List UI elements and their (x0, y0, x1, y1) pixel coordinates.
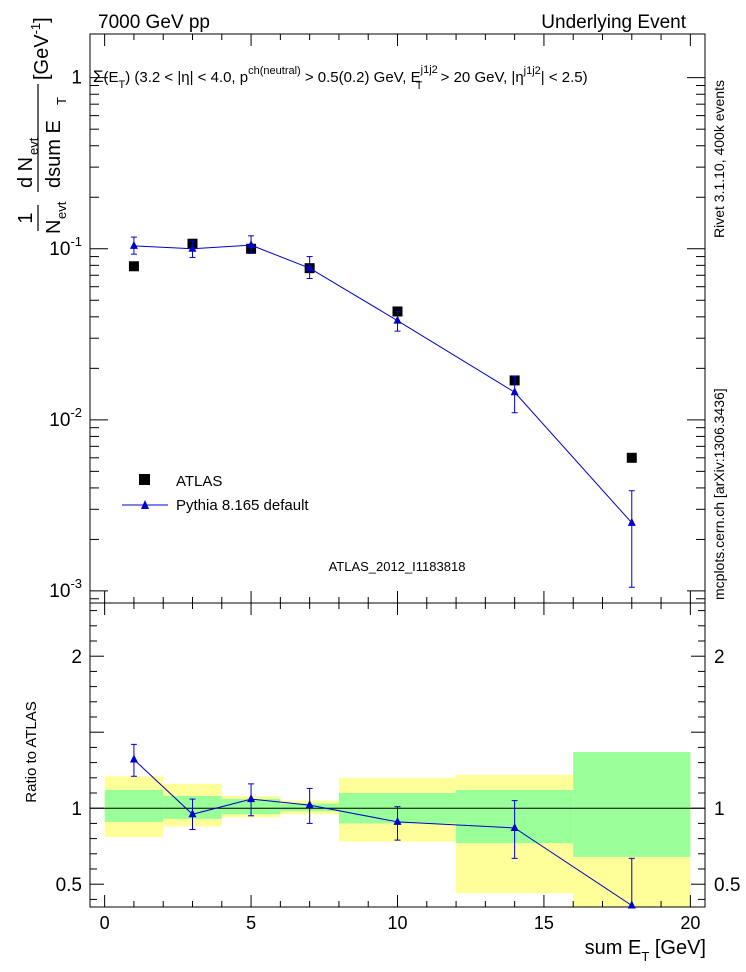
x-tick-label: 10 (387, 913, 407, 933)
ratio-mc-point (393, 816, 402, 825)
analysis-watermark: ATLAS_2012_I1183818 (329, 559, 466, 574)
mc-point (188, 243, 197, 252)
mc-point (305, 263, 314, 272)
ratio-mc-point (510, 822, 519, 831)
mc-point (510, 387, 519, 396)
svg-text:[GeV-1]: [GeV-1] (28, 17, 53, 80)
svg-text:N: N (43, 220, 65, 234)
mcplots-label: mcplots.cern.ch [arXiv:1306.3436] (711, 388, 727, 600)
ratio-y-tick-label-left: 0.5 (56, 875, 82, 896)
mc-point (247, 240, 256, 249)
legend-mc-marker (141, 500, 149, 509)
x-tick-label: 20 (680, 913, 700, 933)
svg-text:T: T (54, 97, 69, 105)
legend-mc-label: Pythia 8.165 default (176, 497, 309, 514)
legend-atlas-label: ATLAS (176, 473, 222, 490)
main-y-tick-label: 10-1 (49, 234, 82, 260)
plot-title: Σ(ET) (3.2 < |η| < 4.0, pch(neutral) > 0… (93, 64, 588, 92)
ratio-mc-point (305, 800, 314, 809)
ratio-band-inner (104, 789, 164, 822)
ratio-y-tick-label-right: 0.5 (714, 875, 740, 896)
main-y-tick-label: 1 (71, 68, 82, 89)
x-axis-label: sum ET [GeV] (585, 937, 706, 964)
ratio-mc-point (627, 900, 636, 909)
ratio-y-tick-label-left: 2 (71, 647, 82, 668)
svg-text:evt: evt (26, 137, 41, 155)
mc-point (129, 240, 138, 249)
ratio-mc-point (188, 809, 197, 818)
rivet-label: Rivet 3.1.10, 400k events (711, 80, 727, 238)
main-y-axis-label: 1 N evt d N evt dsum E T [GeV-1] (15, 17, 69, 234)
main-y-tick-label: 10-2 (49, 405, 82, 431)
ratio-mc-point (247, 794, 256, 803)
ratio-mc-point (129, 754, 138, 763)
ratio-y-axis-label: Ratio to ATLAS (23, 701, 40, 802)
ratio-y-tick-label-right: 1 (714, 799, 725, 820)
mc-point (393, 315, 402, 324)
atlas-point (128, 261, 139, 272)
ratio-y-tick-label-left: 1 (71, 799, 82, 820)
svg-text:dsum E: dsum E (43, 120, 65, 188)
legend: ATLAS Pythia 8.165 default (122, 473, 309, 514)
svg-text:1: 1 (15, 212, 37, 223)
header-left: 7000 GeV pp (98, 12, 210, 33)
x-tick-label: 0 (100, 913, 110, 933)
atlas-point (626, 452, 637, 463)
main-y-tick-label: 10-3 (49, 576, 82, 602)
svg-text:d N: d N (15, 157, 37, 188)
x-tick-label: 5 (246, 913, 256, 933)
ratio-y-tick-label-right: 2 (714, 647, 725, 668)
header-right: Underlying Event (541, 12, 686, 33)
legend-atlas-marker (139, 474, 150, 485)
x-tick-label: 15 (534, 913, 554, 933)
ratio-band-inner (573, 751, 691, 857)
mc-point (627, 517, 636, 526)
svg-text:evt: evt (54, 201, 69, 219)
